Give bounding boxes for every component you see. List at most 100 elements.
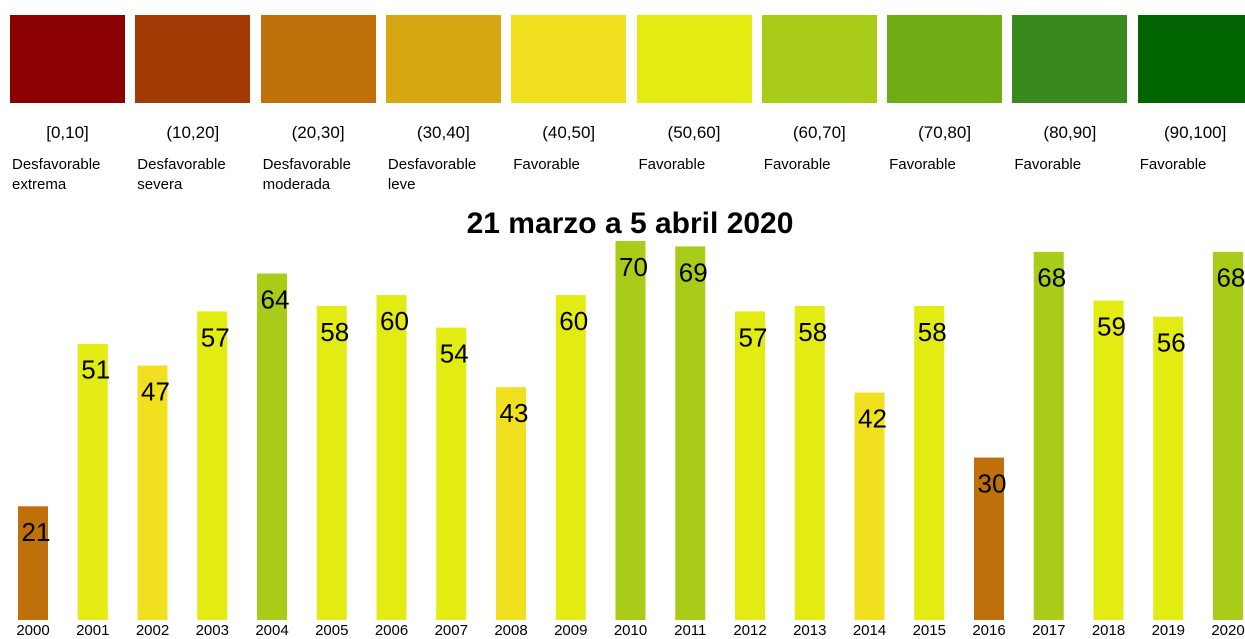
legend-swatch <box>1012 15 1128 103</box>
x-tick-label: 2010 <box>614 622 647 639</box>
bar <box>496 387 526 620</box>
value-label: 42 <box>858 403 887 433</box>
legend-label: Favorable <box>513 156 580 173</box>
x-tick-label: 2015 <box>913 622 946 639</box>
x-tick-label: 2017 <box>1032 622 1065 639</box>
x-tick-label: 2020 <box>1211 622 1244 639</box>
legend-range: (30,40] <box>416 123 470 142</box>
value-label: 68 <box>1217 263 1245 293</box>
legend-label: Desfavorable extrema <box>12 156 101 193</box>
legend-swatch <box>887 15 1003 103</box>
bar <box>675 246 706 620</box>
bar <box>197 311 228 620</box>
bar <box>18 506 48 620</box>
value-label: 51 <box>81 355 110 385</box>
legend-swatch <box>1137 15 1245 103</box>
value-label: 21 <box>22 517 51 547</box>
legend-item: [0,10] Desfavorable extrema <box>10 15 128 195</box>
bar <box>914 305 945 620</box>
x-tick-label: 2013 <box>793 622 826 639</box>
bar <box>436 327 467 620</box>
legend-range: (50,60] <box>667 123 721 142</box>
bar <box>854 392 885 620</box>
legend-item: (20,30] Desfavorable moderada <box>260 15 379 195</box>
value-label: 68 <box>1037 263 1066 293</box>
value-label: 58 <box>918 317 947 347</box>
legend-item: (80,90] Favorable <box>1012 15 1130 175</box>
x-tick-label: 2006 <box>375 622 408 639</box>
legend-range: (20,30] <box>291 123 345 142</box>
legend-swatch <box>636 15 752 103</box>
legend-range: (60,70] <box>792 123 846 142</box>
value-label: 58 <box>320 317 349 347</box>
bar <box>137 365 168 620</box>
x-tick-label: 2003 <box>196 622 229 639</box>
value-label: 64 <box>261 284 290 314</box>
legend-swatch <box>761 15 877 103</box>
bar <box>77 343 108 620</box>
value-label: 57 <box>739 322 768 352</box>
legend-range: (10,20] <box>166 123 220 142</box>
legend-label: Favorable <box>889 156 956 173</box>
bar <box>1213 251 1243 621</box>
value-label: 58 <box>798 317 827 347</box>
legend-item: (70,80] Favorable <box>887 15 1005 175</box>
value-label: 60 <box>380 306 409 336</box>
chart-title: 21 marzo a 5 abril 2020 <box>467 207 794 240</box>
legend-swatch <box>135 15 251 103</box>
value-label: 54 <box>440 339 469 369</box>
legend-range: (90,100] <box>1163 123 1227 142</box>
bar <box>257 273 287 620</box>
legend-range: (70,80] <box>918 123 972 142</box>
legend-range: (40,50] <box>542 123 596 142</box>
bar <box>1153 316 1184 620</box>
x-tick-label: 2007 <box>435 622 468 639</box>
x-tick-label: 2001 <box>76 622 109 639</box>
legend-swatch <box>511 15 627 103</box>
value-label: 57 <box>201 322 230 352</box>
legend-item: (90,100] Favorable <box>1137 15 1245 175</box>
legend-swatch <box>10 15 125 103</box>
legend-item: (40,50] Favorable <box>511 15 629 175</box>
value-label: 30 <box>978 468 1007 498</box>
legend-item: (50,60] Favorable <box>636 15 755 175</box>
legend-label: Favorable <box>763 156 831 173</box>
bar <box>1093 300 1124 620</box>
x-tick-label: 2005 <box>315 622 348 639</box>
value-label: 60 <box>559 306 588 336</box>
x-tick-label: 2014 <box>853 622 886 639</box>
value-label: 47 <box>141 376 170 406</box>
x-tick-label: 2011 <box>674 622 706 639</box>
legend-label: Favorable <box>638 156 706 173</box>
bar <box>1033 251 1064 621</box>
legend-item: (10,20] Desfavorable severa <box>135 15 253 195</box>
x-tick-label: 2018 <box>1092 622 1125 639</box>
legend-label: Desfavorable severa <box>137 156 226 193</box>
bar <box>555 295 586 620</box>
legend-label: Desfavorable moderada <box>262 156 351 193</box>
value-label: 70 <box>619 252 648 282</box>
x-tick-label: 2019 <box>1152 622 1185 639</box>
bar <box>376 295 407 620</box>
x-tick-label: 2016 <box>972 622 1005 639</box>
x-tick-label: 2009 <box>554 622 587 639</box>
value-label: 69 <box>679 257 708 287</box>
bar <box>316 305 347 620</box>
legend-swatch <box>385 15 501 103</box>
legend-item: (30,40] Desfavorable leve <box>385 15 504 195</box>
x-tick-label: 2012 <box>733 622 766 639</box>
legend-label: Favorable <box>1014 156 1082 173</box>
legend-label: Desfavorable leve <box>387 156 477 193</box>
bar <box>615 241 646 620</box>
legend-swatch <box>260 15 376 103</box>
x-tick-label: 2004 <box>255 622 288 639</box>
value-label: 43 <box>500 398 529 428</box>
legend-range: [0,10] <box>46 123 89 142</box>
x-tick-label: 2008 <box>494 622 527 639</box>
bar <box>735 311 765 620</box>
value-label: 56 <box>1157 328 1186 358</box>
legend-item: (60,70] Favorable <box>761 15 880 175</box>
legend-label: Favorable <box>1139 156 1207 173</box>
value-label: 59 <box>1097 311 1126 341</box>
